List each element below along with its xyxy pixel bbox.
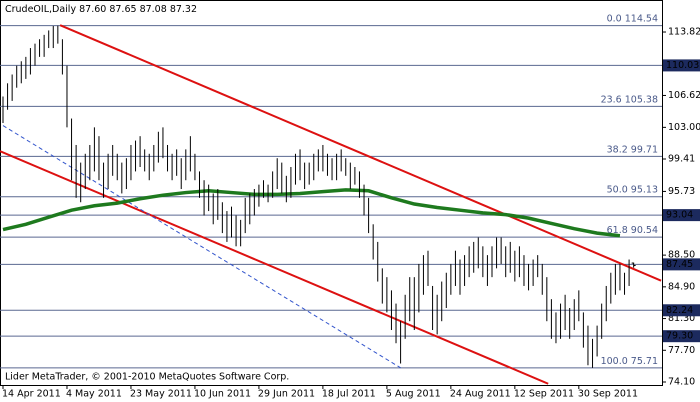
fib-ratio: 38.2 <box>607 144 628 155</box>
fib-ratio: 50.0 <box>607 184 628 195</box>
footer: Lider MetaTrader, © 2001-2010 MetaQuotes… <box>5 372 289 383</box>
fib-value: 105.38 <box>625 94 658 105</box>
fib-ratio: 23.6 <box>601 94 622 105</box>
y-tick-label: 106.62 <box>668 90 700 101</box>
fib-value: 114.54 <box>625 13 658 24</box>
y-tick-label: 113.82 <box>668 27 700 38</box>
fib-label: 100.0 75.71 <box>601 355 658 366</box>
low: 87.08 <box>140 4 167 15</box>
fib-label: 61.8 90.54 <box>607 225 658 236</box>
price-level-label: 79.30 <box>666 331 693 342</box>
fib-ratio: 61.8 <box>607 225 628 236</box>
fib-ratio: 100.0 <box>601 355 628 366</box>
x-tick-label: 5 Aug 2011 <box>386 389 441 400</box>
moving-average <box>2 188 621 238</box>
y-tick-label: 88.50 <box>668 250 695 261</box>
y-tick-label: 74.10 <box>668 377 695 388</box>
open: 87.60 <box>79 4 106 15</box>
price-level-label: 87.45 <box>666 259 693 270</box>
price-level-label: 93.04 <box>666 210 693 221</box>
plot-frame <box>0 0 663 386</box>
x-tick-label: 4 May 2011 <box>66 389 122 400</box>
price-level-box <box>663 59 700 72</box>
fib-value: 90.54 <box>631 225 658 236</box>
y-tick-label: 77.70 <box>668 345 695 356</box>
trend-line <box>0 150 549 385</box>
price-level-box <box>663 304 700 317</box>
plot-area <box>0 24 662 385</box>
price-level-box <box>663 258 700 271</box>
x-tick-label: 18 Jul 2011 <box>322 389 376 400</box>
x-tick-label: 24 Aug 2011 <box>450 389 511 400</box>
fib-label: 23.6 105.38 <box>601 94 658 105</box>
fib-value: 75.71 <box>631 355 658 366</box>
high: 87.65 <box>109 4 136 15</box>
price-level-label: 110.03 <box>666 60 699 71</box>
y-tick-label: 84.90 <box>668 281 695 292</box>
trend-line <box>59 24 662 282</box>
x-tick-label: 12 Sep 2011 <box>514 389 574 400</box>
close: 87.32 <box>170 4 197 15</box>
fib-value: 99.71 <box>631 144 658 155</box>
x-tick-label: 30 Sep 2011 <box>578 389 638 400</box>
x-tick-label: 14 Apr 2011 <box>2 389 61 400</box>
y-tick-label: 95.73 <box>668 186 695 197</box>
x-tick-label: 29 Jun 2011 <box>258 389 315 400</box>
fib-ratio: 0.0 <box>607 13 622 24</box>
symbol: CrudeOIL,Daily <box>5 4 76 15</box>
y-tick-label: 81.30 <box>668 313 695 324</box>
x-tick-label: 10 Jun 2011 <box>194 389 251 400</box>
fib-label: 0.0 114.54 <box>607 13 658 24</box>
trend-line <box>2 125 401 369</box>
fib-label: 50.0 95.13 <box>607 184 658 195</box>
price-level-label: 82.24 <box>666 305 693 316</box>
chart-header: CrudeOIL,Daily 87.60 87.65 87.08 87.32 <box>5 4 197 15</box>
fib-value: 95.13 <box>631 184 658 195</box>
x-tick-label: 23 May 2011 <box>130 389 192 400</box>
y-tick-label: 103.00 <box>668 122 700 133</box>
y-tick-label: 99.41 <box>668 153 695 164</box>
price-level-box <box>663 330 700 343</box>
fib-label: 38.2 99.71 <box>607 144 658 155</box>
price-level-box <box>663 209 700 222</box>
